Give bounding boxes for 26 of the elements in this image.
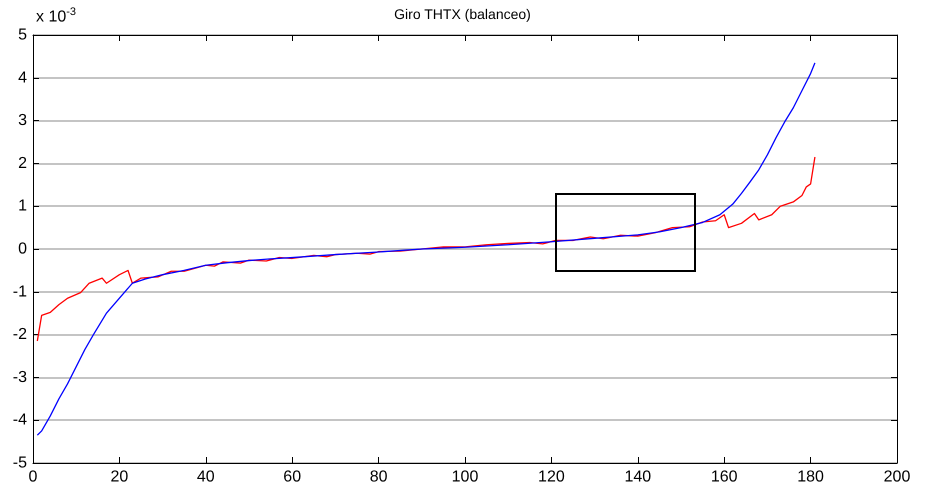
- x-tick-label: 60: [283, 468, 302, 486]
- x-tick-label: 120: [538, 468, 565, 486]
- x-tick-label: 200: [884, 468, 910, 486]
- y-tick-label: -1: [12, 283, 28, 300]
- x-tick-label: 100: [452, 468, 478, 486]
- y-tick-label: -2: [12, 326, 28, 344]
- y-tick-label: 4: [18, 69, 28, 86]
- x-tick-label: 20: [110, 468, 128, 486]
- x-tick-label: 80: [370, 468, 388, 486]
- y-tick-label: 1: [18, 198, 28, 215]
- y-tick-label: -5: [12, 454, 28, 472]
- x-tick-label: 160: [710, 468, 738, 486]
- text: x 10$^{-3}$: [36, 6, 76, 26]
- line-series: [36, 156, 816, 342]
- x-tick-label: 180: [797, 468, 824, 486]
- x-tick-label: 40: [196, 468, 215, 486]
- x-tick-label: 0: [28, 468, 38, 486]
- y-tick-label: 2: [18, 154, 28, 172]
- y-tick-label: -4: [12, 412, 28, 429]
- y-tick-label: 0: [18, 240, 28, 258]
- y-tick-label: 5: [18, 26, 28, 44]
- line-series: [36, 62, 816, 436]
- y-tick-label: 3: [18, 112, 28, 130]
- chart-title: Giro THTX (balanceo): [394, 6, 531, 22]
- x-tick-label: 140: [624, 468, 652, 486]
- y-tick-label: -3: [12, 368, 28, 386]
